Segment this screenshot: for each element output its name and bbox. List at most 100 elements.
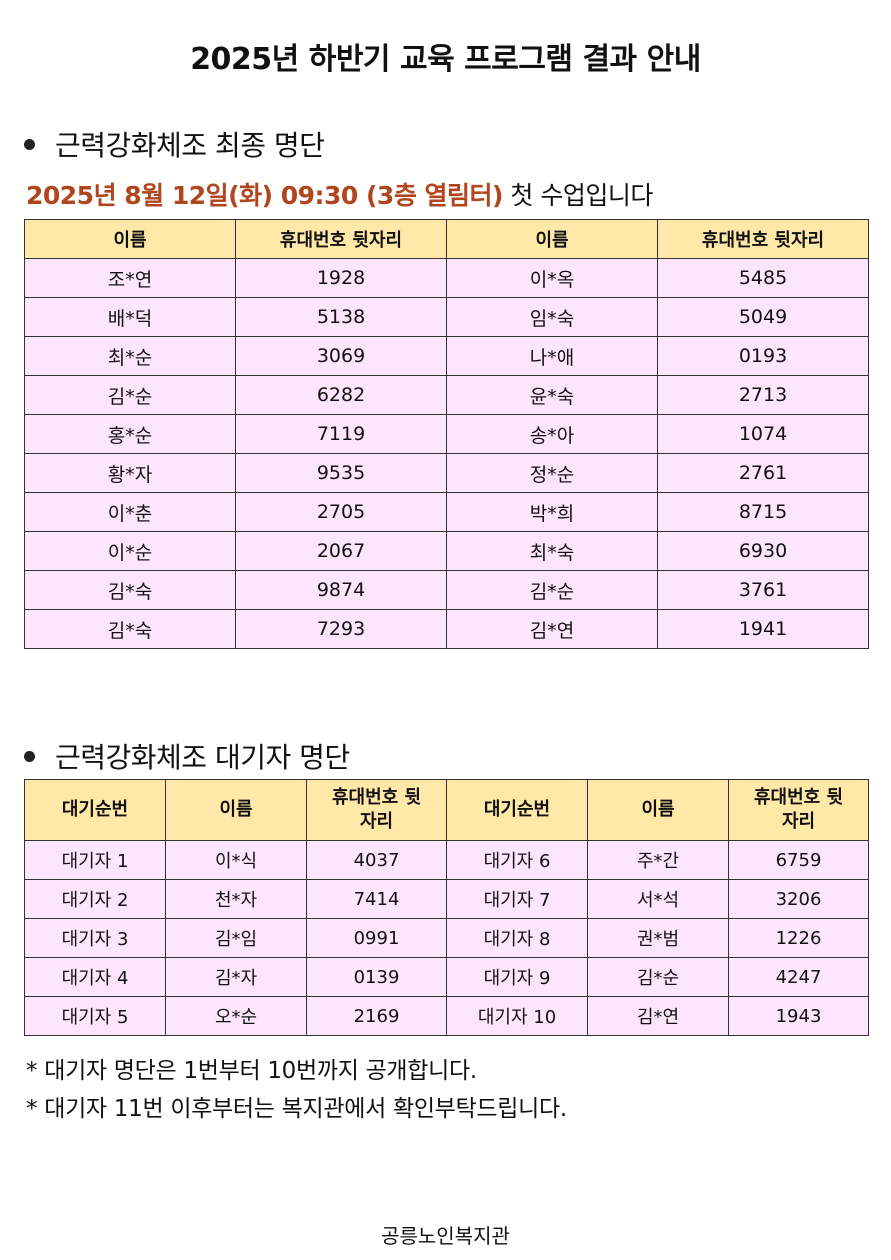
final-header-row: 이름 휴대번호 뒷자리 이름 휴대번호 뒷자리 (24, 219, 869, 259)
table-cell: 2761 (657, 453, 869, 493)
table-row: 이*순 2067 최*숙 6930 (24, 531, 869, 571)
table-cell: 6930 (657, 531, 869, 571)
table-cell: 조*연 (24, 258, 236, 298)
table-cell: 윤*숙 (446, 375, 658, 415)
table-row: 홍*순 7119 송*아 1074 (24, 414, 869, 454)
table-row: 조*연 1928 이*옥 5485 (24, 258, 869, 298)
final-header-cell: 이름 (24, 219, 236, 259)
table-cell: 대기자 5 (24, 996, 166, 1036)
table-cell: 이*춘 (24, 492, 236, 532)
bullet-icon (24, 138, 35, 150)
table-cell: 8715 (657, 492, 869, 532)
table-cell: 2705 (235, 492, 447, 532)
note-line: * 대기자 명단은 1번부터 10번까지 공개합니다. (26, 1058, 477, 1084)
table-cell: 대기자 9 (446, 957, 588, 997)
wait-header-row: 대기순번 이름 휴대번호 뒷자리 대기순번 이름 휴대번호 뒷자리 (24, 779, 869, 841)
final-header-cell: 이름 (446, 219, 658, 259)
final-list-heading-text: 근력강화체조 최종 명단 (55, 129, 325, 162)
table-cell: 김*임 (165, 918, 307, 958)
table-cell: 7414 (306, 879, 447, 919)
table-row: 대기자 1 이*식 4037 대기자 6 주*간 6759 (24, 840, 869, 880)
table-row: 김*순 6282 윤*숙 2713 (24, 375, 869, 415)
table-cell: 최*순 (24, 336, 236, 376)
class-schedule: 2025년 8월 12일(화) 09:30 (3층 열림터) 첫 수업입니다 (26, 176, 653, 212)
table-cell: 대기자 1 (24, 840, 166, 880)
table-cell: 0991 (306, 918, 447, 958)
table-cell: 1941 (657, 609, 869, 649)
table-cell: 4037 (306, 840, 447, 880)
table-cell: 대기자 7 (446, 879, 588, 919)
table-cell: 2169 (306, 996, 447, 1036)
table-row: 대기자 4 김*자 0139 대기자 9 김*순 4247 (24, 957, 869, 997)
schedule-suffix: 첫 수업입니다 (502, 181, 653, 210)
table-cell: 이*식 (165, 840, 307, 880)
table-cell: 3069 (235, 336, 447, 376)
wait-header-cell: 휴대번호 뒷자리 (728, 779, 869, 841)
table-cell: 김*숙 (24, 609, 236, 649)
wait-table-body: 대기자 1 이*식 4037 대기자 6 주*간 6759 대기자 2 천*자 7414 대기자 … (24, 840, 869, 1036)
table-row: 대기자 3 김*임 0991 대기자 8 권*범 1226 (24, 918, 869, 958)
table-row: 배*덕 5138 임*숙 5049 (24, 297, 869, 337)
final-table-body: 조*연 1928 이*옥 5485 배*덕 5138 임*숙 5049 최*순 3069 나*애 01… (24, 258, 869, 649)
table-cell: 대기자 2 (24, 879, 166, 919)
notes: * 대기자 명단은 1번부터 10번까지 공개합니다. * 대기자 11번 이후… (26, 1052, 567, 1128)
note-line: * 대기자 11번 이후부터는 복지관에서 확인부탁드립니다. (26, 1096, 567, 1122)
table-cell: 이*옥 (446, 258, 658, 298)
table-cell: 대기자 10 (446, 996, 588, 1036)
table-cell: 1943 (728, 996, 869, 1036)
final-header-cell: 휴대번호 뒷자리 (235, 219, 447, 259)
table-cell: 9874 (235, 570, 447, 610)
table-cell: 7119 (235, 414, 447, 454)
table-cell: 대기자 6 (446, 840, 588, 880)
table-cell: 홍*순 (24, 414, 236, 454)
table-cell: 5485 (657, 258, 869, 298)
table-cell: 3761 (657, 570, 869, 610)
bullet-icon (24, 750, 35, 762)
page-title: 2025년 하반기 교육 프로그램 결과 안내 (190, 42, 701, 77)
table-row: 대기자 2 천*자 7414 대기자 7 서*석 3206 (24, 879, 869, 919)
table-cell: 최*숙 (446, 531, 658, 571)
table-cell: 0193 (657, 336, 869, 376)
table-cell: 김*순 (587, 957, 729, 997)
table-row: 대기자 5 오*순 2169 대기자 10 김*연 1943 (24, 996, 869, 1036)
table-cell: 7293 (235, 609, 447, 649)
table-cell: 나*애 (446, 336, 658, 376)
table-cell: 주*간 (587, 840, 729, 880)
table-cell: 김*자 (165, 957, 307, 997)
table-cell: 2067 (235, 531, 447, 571)
wait-header-cell: 대기순번 (446, 779, 588, 841)
table-row: 이*춘 2705 박*희 8715 (24, 492, 869, 532)
table-cell: 4247 (728, 957, 869, 997)
table-row: 김*숙 9874 김*순 3761 (24, 570, 869, 610)
table-cell: 정*순 (446, 453, 658, 493)
table-cell: 5049 (657, 297, 869, 337)
table-cell: 1226 (728, 918, 869, 958)
table-cell: 5138 (235, 297, 447, 337)
table-cell: 9535 (235, 453, 447, 493)
table-cell: 김*순 (446, 570, 658, 610)
table-row: 김*숙 7293 김*연 1941 (24, 609, 869, 649)
final-header-cell: 휴대번호 뒷자리 (657, 219, 869, 259)
wait-header-cell: 이름 (587, 779, 729, 841)
table-cell: 2713 (657, 375, 869, 415)
table-cell: 1074 (657, 414, 869, 454)
wait-list-heading: 근력강화체조 대기자 명단 (24, 736, 350, 776)
wait-list-heading-text: 근력강화체조 대기자 명단 (55, 741, 350, 774)
table-cell: 대기자 4 (24, 957, 166, 997)
table-cell: 배*덕 (24, 297, 236, 337)
table-cell: 대기자 8 (446, 918, 588, 958)
table-cell: 이*순 (24, 531, 236, 571)
table-cell: 박*희 (446, 492, 658, 532)
table-cell: 1928 (235, 258, 447, 298)
table-cell: 서*석 (587, 879, 729, 919)
table-cell: 0139 (306, 957, 447, 997)
table-row: 황*자 9535 정*순 2761 (24, 453, 869, 493)
table-cell: 6759 (728, 840, 869, 880)
table-cell: 김*연 (446, 609, 658, 649)
table-cell: 오*순 (165, 996, 307, 1036)
table-cell: 임*숙 (446, 297, 658, 337)
wait-header-cell: 휴대번호 뒷자리 (306, 779, 447, 841)
table-cell: 천*자 (165, 879, 307, 919)
table-row: 최*순 3069 나*애 0193 (24, 336, 869, 376)
table-cell: 6282 (235, 375, 447, 415)
